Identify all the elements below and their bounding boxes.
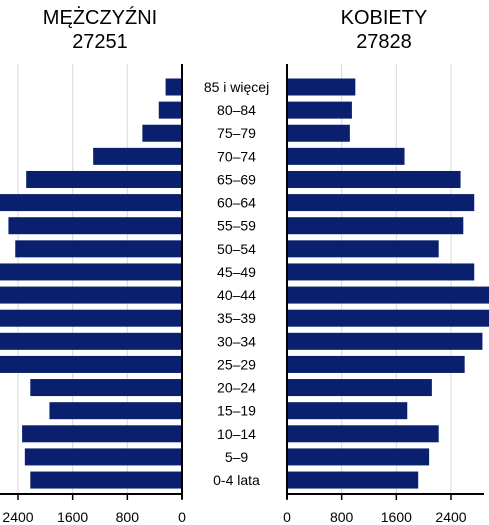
- women-bar-0: [287, 78, 356, 96]
- age-group-label-6: 55–59: [217, 218, 256, 234]
- age-group-label-3: 70–74: [217, 148, 256, 164]
- women-bar-8: [287, 263, 475, 281]
- men-tick-label-0: 0: [178, 509, 186, 525]
- women-bar-14: [287, 402, 408, 420]
- men-bar-5: [0, 194, 182, 212]
- age-group-label-15: 10–14: [217, 426, 256, 442]
- women-bar-13: [287, 379, 432, 397]
- men-bar-2: [142, 124, 182, 142]
- age-group-label-0: 85 i więcej: [204, 79, 269, 95]
- women-bar-4: [287, 170, 461, 188]
- bar-layer: [0, 78, 489, 489]
- age-group-label-1: 80–84: [217, 102, 256, 118]
- men-bar-9: [0, 286, 182, 304]
- women-bar-2: [287, 124, 350, 142]
- age-group-label-8: 45–49: [217, 264, 256, 280]
- age-group-label-10: 35–39: [217, 310, 256, 326]
- age-group-label-2: 75–79: [217, 125, 256, 141]
- women-bar-17: [287, 471, 419, 489]
- men-tick-label-1600: 1600: [57, 509, 88, 525]
- men-bar-16: [24, 448, 183, 466]
- men-bar-17: [30, 471, 182, 489]
- men-bar-13: [30, 379, 182, 397]
- women-tick-label-2400: 2400: [435, 509, 466, 525]
- women-bar-7: [287, 240, 439, 258]
- women-bar-6: [287, 217, 464, 235]
- age-group-label-5: 60–64: [217, 195, 256, 211]
- age-group-label-13: 20–24: [217, 380, 256, 396]
- women-tick-label-0: 0: [283, 509, 291, 525]
- men-bar-6: [8, 217, 182, 235]
- women-bar-5: [287, 194, 475, 212]
- axis-layer: [0, 64, 484, 500]
- men-bar-7: [15, 240, 183, 258]
- women-title: KOBIETY 27828: [294, 6, 474, 54]
- women-bar-11: [287, 332, 483, 350]
- age-group-label-12: 25–29: [217, 356, 256, 372]
- men-tick-label-2400: 2400: [2, 509, 33, 525]
- age-group-label-4: 65–69: [217, 171, 256, 187]
- women-bar-12: [287, 355, 465, 373]
- women-total: 27828: [356, 31, 412, 53]
- women-tick-label-1600: 1600: [381, 509, 412, 525]
- women-bar-3: [287, 147, 405, 165]
- women-bar-16: [287, 448, 430, 466]
- women-bar-1: [287, 101, 352, 119]
- women-bar-9: [287, 286, 489, 304]
- women-bar-15: [287, 425, 439, 443]
- men-bar-3: [93, 147, 182, 165]
- women-label: KOBIETY: [340, 7, 428, 29]
- men-bar-12: [0, 355, 183, 373]
- age-group-label-7: 50–54: [217, 241, 256, 257]
- label-layer: 85 i więcej 80–84 75–79 70–74 65–69 60–64 55–5…: [2, 79, 466, 525]
- men-tick-label-800: 800: [116, 509, 140, 525]
- men-bar-1: [158, 101, 182, 119]
- men-bar-10: [0, 309, 183, 327]
- men-total: 27251: [72, 31, 128, 53]
- men-bar-11: [0, 332, 182, 350]
- men-bar-14: [49, 402, 182, 420]
- men-bar-4: [26, 170, 183, 188]
- age-group-label-14: 15–19: [217, 403, 256, 419]
- age-group-label-16: 5–9: [225, 449, 249, 465]
- women-bar-10: [287, 309, 489, 327]
- men-label: MĘŻCZYŹNI: [42, 7, 158, 29]
- men-title: MĘŻCZYŹNI 27251: [10, 6, 190, 54]
- women-tick-label-800: 800: [330, 509, 354, 525]
- age-group-label-9: 40–44: [217, 287, 256, 303]
- men-bar-0: [165, 78, 182, 96]
- men-bar-15: [22, 425, 182, 443]
- age-group-label-17: 0-4 lata: [213, 472, 260, 488]
- men-bar-8: [0, 263, 183, 281]
- age-group-label-11: 30–34: [217, 333, 256, 349]
